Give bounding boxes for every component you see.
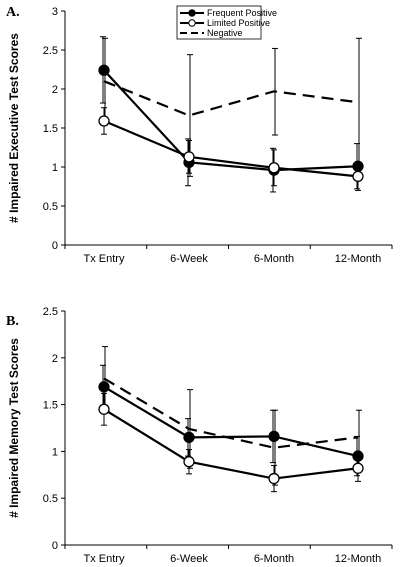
y-tick-label: 0 (52, 540, 58, 552)
y-tick-label: 1.5 (43, 400, 58, 412)
data-point (183, 431, 195, 444)
y-tick-label: 1 (52, 162, 58, 174)
y-tick-label: 3 (52, 6, 58, 18)
y-tick-label: 1 (52, 446, 58, 458)
legend-swatch-marker (188, 9, 196, 17)
data-point (183, 456, 195, 468)
data-point (98, 403, 110, 415)
data-point (98, 64, 110, 76)
series-limited-positive (98, 107, 364, 191)
legend-swatch-marker (188, 19, 196, 27)
series-line (103, 385, 359, 458)
y-tick-label: 0.5 (43, 201, 58, 213)
series-limited-positive (98, 392, 364, 493)
y-tick-label: 2 (52, 84, 58, 96)
chart-panel-2: B. 0 0.5 1 1.5 2 2.5 Tx Entry 6-Week 6-Month 12-Mo… (6, 306, 393, 565)
y-axis-title: # Impaired Executive Test Scores (7, 33, 21, 223)
y-axis-title: # Impaired Memory Test Scores (7, 338, 21, 518)
legend-entry: Limited Positive (207, 18, 270, 28)
x-tick-label: 6-Month (254, 253, 294, 265)
data-point (98, 381, 110, 393)
y-tick-label: 2.5 (43, 45, 58, 57)
data-point (352, 170, 364, 183)
legend-entry: Negative (207, 28, 243, 38)
series-frequent-positive (98, 364, 364, 477)
y-tick-label: 2 (52, 353, 58, 365)
y-tick-label: 0 (52, 240, 58, 252)
series-line (103, 80, 359, 117)
data-point (183, 151, 195, 163)
x-tick-label: Tx Entry (84, 553, 125, 565)
series-frequent-positive (98, 36, 364, 193)
data-point (268, 472, 280, 485)
series-negative (102, 37, 362, 177)
x-tick-label: 6-Week (170, 253, 208, 265)
series-line (103, 69, 359, 172)
x-tick-label: 6-Month (254, 553, 294, 565)
data-point (98, 115, 110, 127)
y-tick-label: 2.5 (43, 306, 58, 318)
series-line (103, 119, 359, 178)
data-point (352, 462, 364, 474)
series-line (103, 408, 359, 480)
series-negative (102, 346, 362, 486)
y-tick-label: 0.5 (43, 493, 58, 505)
data-point (268, 430, 280, 443)
panel-label: B. (6, 314, 19, 329)
x-tick-label: Tx Entry (84, 253, 125, 265)
x-tick-label: 6-Week (170, 553, 208, 565)
legend-entry: Frequent Positive (207, 8, 277, 18)
x-tick-label: 12-Month (335, 553, 381, 565)
x-tick-label: 12-Month (335, 253, 381, 265)
series-line (103, 377, 359, 449)
data-point (268, 162, 280, 174)
chart-panel-1: A. 0 0.5 1 1.5 2 2.5 3 Tx Entry 6-Week 6-Month 12-M… (6, 5, 393, 265)
panel-label: A. (6, 5, 20, 20)
y-tick-label: 1.5 (43, 123, 58, 135)
